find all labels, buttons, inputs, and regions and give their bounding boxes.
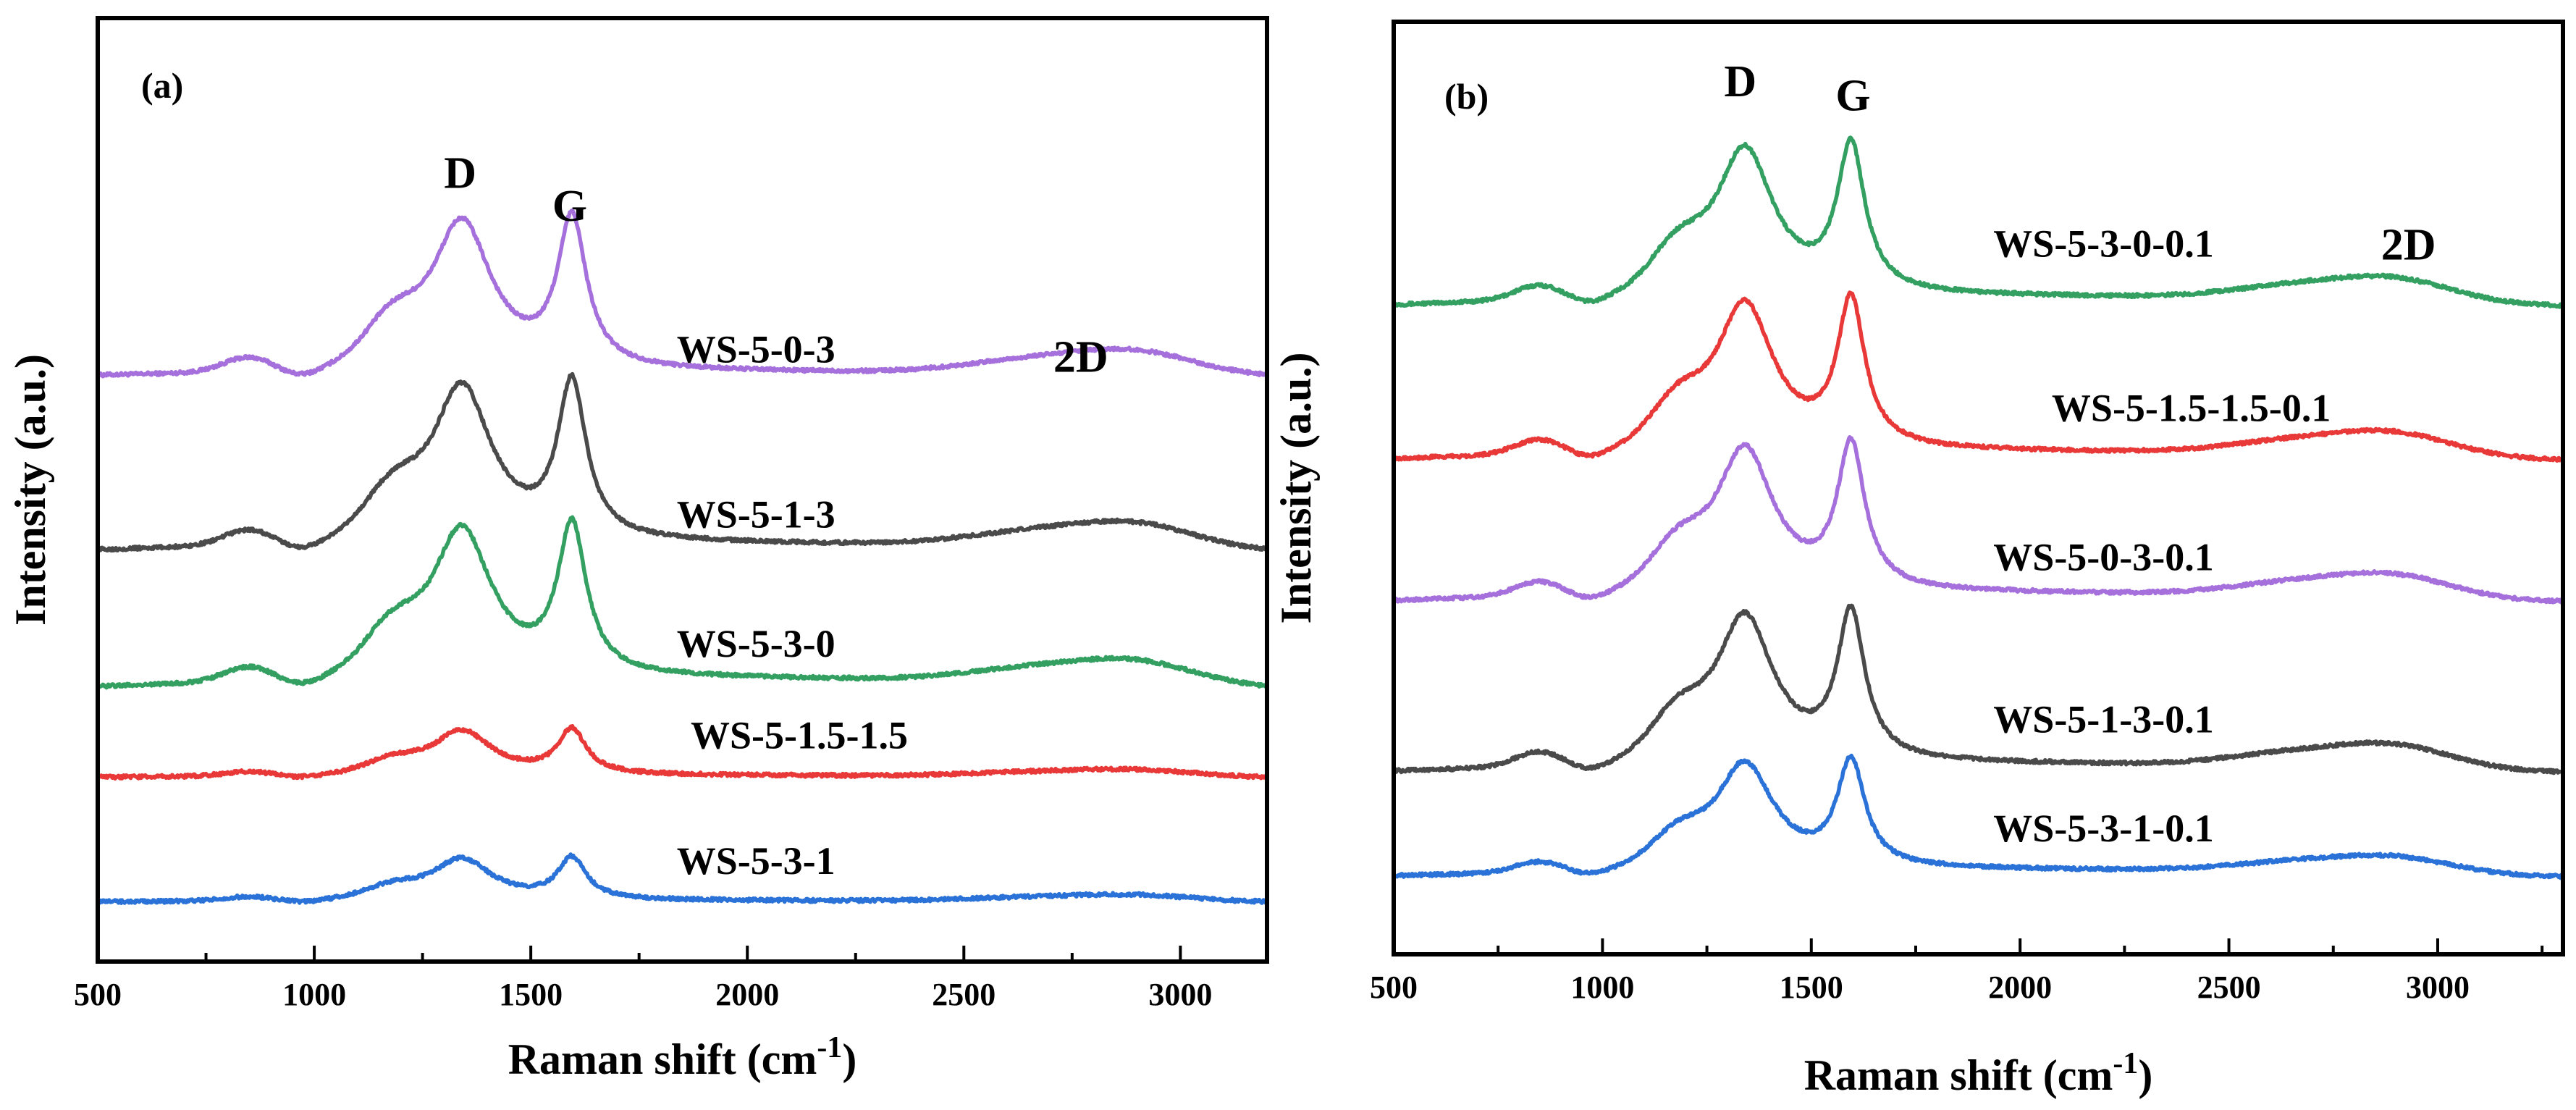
x-tick-label: 3000 <box>1148 977 1212 1012</box>
panel-a-x-title-sup: -1 <box>817 1031 842 1064</box>
series-label: WS-5-0-3 <box>677 328 835 371</box>
x-tick-label: 1000 <box>1570 970 1634 1005</box>
series-line-WS-5-3-1 <box>96 852 1269 906</box>
panel-b: 500 1000 1500 2000 2500 3000 WS-5-3-0-0.1WS-5… <box>1272 20 2565 1099</box>
series-line-WS-5-1.5-1.5 <box>96 723 1269 781</box>
peak-label-D: D <box>1724 57 1756 106</box>
peak-label-G: G <box>552 182 587 231</box>
panel-a-spectra <box>96 208 1269 906</box>
series-label: WS-5-1.5-1.5 <box>691 714 908 757</box>
x-tick-label: 500 <box>1370 970 1418 1005</box>
panel-b-frame <box>1392 20 2565 956</box>
x-tick-label: 1500 <box>499 977 563 1012</box>
series-label: WS-5-3-1 <box>677 839 835 883</box>
series-label: WS-5-3-0-0.1 <box>1993 222 2213 266</box>
panel-b-ticks: 500 1000 1500 2000 2500 3000 <box>1370 938 2544 1005</box>
series-line-WS-5-3-1-0.1 <box>1392 753 2565 880</box>
x-tick-label: 2500 <box>2197 970 2261 1005</box>
x-tick-label: 3000 <box>2406 970 2470 1005</box>
x-tick-label: 2000 <box>1988 970 2052 1005</box>
series-line-WS-5-3-0 <box>96 515 1269 690</box>
series-label: WS-5-1-3-0.1 <box>1993 697 2213 741</box>
series-label: WS-5-1-3 <box>677 493 835 537</box>
panel-b-series-labels: WS-5-3-0-0.1 WS-5-1.5-1.5-0.1 WS-5-0-3-0.1… <box>1993 222 2331 851</box>
peak-label-D: D <box>444 149 476 198</box>
panel-a-peak-labels: D G 2D <box>444 149 1108 382</box>
series-line-WS-5-1-3-0.1 <box>1392 603 2565 775</box>
panel-a-x-title-main: Raman shift (cm <box>508 1035 817 1083</box>
series-line-WS-5-1-3 <box>96 371 1269 553</box>
panel-b-spectra <box>1392 135 2565 880</box>
series-line-WS-5-1.5-1.5-0.1 <box>1392 290 2565 463</box>
panel-a-label: (a) <box>141 65 183 106</box>
series-label: WS-5-0-3-0.1 <box>1993 535 2213 579</box>
panel-b-x-title-close: ) <box>2138 1051 2152 1099</box>
x-tick-label: 2000 <box>715 977 779 1012</box>
series-line-WS-5-0-3-0.1 <box>1392 434 2565 605</box>
panel-a-y-axis-title: Intensity (a.u.) <box>7 354 54 626</box>
panel-b-label: (b) <box>1444 76 1489 117</box>
panel-b-x-title-sup: -1 <box>2113 1047 2138 1080</box>
series-label: WS-5-3-0 <box>677 622 835 665</box>
peak-label-2D: 2D <box>1053 333 1108 382</box>
panel-a-series-labels: WS-5-0-3 WS-5-1-3 WS-5-3-0 WS-5-1.5-1.5 WS-5… <box>677 328 908 883</box>
x-tick-label: 1500 <box>1780 970 1843 1005</box>
panel-b-x-axis-title: Raman shift (cm-1) <box>1804 1047 2153 1099</box>
x-tick-label: 2500 <box>932 977 996 1012</box>
series-line-WS-5-3-0-0.1 <box>1392 135 2565 309</box>
series-label: WS-5-3-1-0.1 <box>1993 807 2213 850</box>
panel-a-frame <box>96 16 1269 964</box>
panel-b-y-axis-title: Intensity (a.u.) <box>1272 352 1320 623</box>
x-tick-label: 500 <box>74 977 122 1012</box>
panel-a-ticks: 500 1000 1500 2000 2500 3000 <box>74 946 1212 1012</box>
peak-label-2D: 2D <box>2381 220 2436 269</box>
series-line-WS-5-0-3 <box>96 208 1269 379</box>
panel-a-x-title-close: ) <box>842 1035 856 1083</box>
x-tick-label: 1000 <box>282 977 346 1012</box>
panel-a: 500 1000 1500 2000 2500 3000 WS-5-0-3 WS-5-1-3… <box>7 16 1269 1083</box>
panel-a-x-axis-title: Raman shift (cm-1) <box>508 1031 857 1083</box>
series-label: WS-5-1.5-1.5-0.1 <box>2052 386 2331 429</box>
panel-b-x-title-main: Raman shift (cm <box>1804 1051 2113 1099</box>
peak-label-G: G <box>1835 71 1870 120</box>
panel-b-peak-labels: D G 2D <box>1724 57 2436 269</box>
